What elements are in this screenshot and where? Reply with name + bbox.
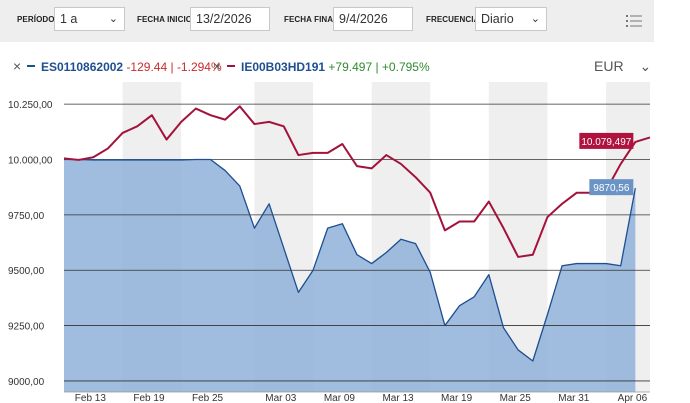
y-tick-label: 9500,00 [8,266,45,277]
chevron-down-icon: ⌄ [639,58,652,74]
series1-pct: -1.294% [176,60,222,74]
remove-series2-icon[interactable]: × [213,58,222,74]
frequency-label: FRECUENCIA [426,15,480,24]
end-date-label: FECHA FINAL [284,15,339,24]
series2-line [63,105,651,258]
currency-value: EUR [594,58,624,74]
series1-end-label: 9870,56 [593,183,630,194]
period-label: PERÍODO [17,15,55,24]
series1-area [64,159,636,392]
series2-swatch [227,65,235,67]
period-value: 1 a [60,12,78,26]
price-chart: 10.250,00 10.000,00 9750,00 9500,00 9250,00 9… [8,82,651,403]
currency-select[interactable]: EUR ⌄ [594,58,651,75]
start-date-input[interactable]: 13/2/2026 [190,7,270,31]
frequency-value: Diario [481,12,514,26]
frequency-select[interactable]: Diario ⌄ [475,7,547,31]
series2-end-label: 10.079,497 [581,137,631,148]
x-tick-label: Apr 06 [618,393,648,403]
x-tick-label: Feb 19 [133,393,165,403]
chevron-down-icon: ⌄ [530,13,540,25]
series1-change: -129.44 [126,60,168,74]
start-date-label: FECHA INICIO [137,15,193,24]
y-tick-label: 10.000,00 [8,156,53,167]
series1-name: ES0110862002 [41,60,124,74]
x-tick-label: Feb 13 [75,393,107,403]
series2-pct: +0.795% [381,60,430,74]
series2-change: +79.497 [328,60,373,74]
x-tick-label: Feb 25 [192,393,224,403]
legend-series2: IE00B03HD191 +79.497 | +0.795% [241,60,430,74]
series2-end-badge [579,132,634,149]
series1-line [64,158,636,362]
period-select[interactable]: 1 a ⌄ [54,7,125,31]
y-tick-label: 9000,00 [8,377,45,388]
x-tick-label: Mar 31 [558,393,590,403]
chevron-down-icon: ⌄ [108,13,118,25]
remove-series1-icon[interactable]: × [13,58,22,74]
end-date-value: 9/4/2026 [339,12,388,26]
x-tick-label: Mar 19 [441,393,473,403]
y-tick-label: 10.250,00 [8,100,53,111]
x-tick-label: Mar 13 [382,393,414,403]
series2-name: IE00B03HD191 [241,60,326,74]
menu-icon[interactable] [626,14,642,28]
x-tick-label: Mar 09 [324,393,356,403]
y-tick-label: 9250,00 [8,322,45,333]
series1-end-badge [589,179,634,196]
end-date-input[interactable]: 9/4/2026 [333,7,413,31]
series1-swatch [27,65,35,67]
filter-bar: PERÍODO 1 a ⌄ FECHA INICIO 13/2/2026 FEC… [0,0,654,42]
x-tick-label: Mar 25 [500,393,532,403]
y-tick-label: 9750,00 [8,211,45,222]
start-date-value: 13/2/2026 [196,12,252,26]
x-tick-label: Mar 03 [265,393,297,403]
legend-series1: ES0110862002 -129.44 | -1.294% [41,60,222,74]
